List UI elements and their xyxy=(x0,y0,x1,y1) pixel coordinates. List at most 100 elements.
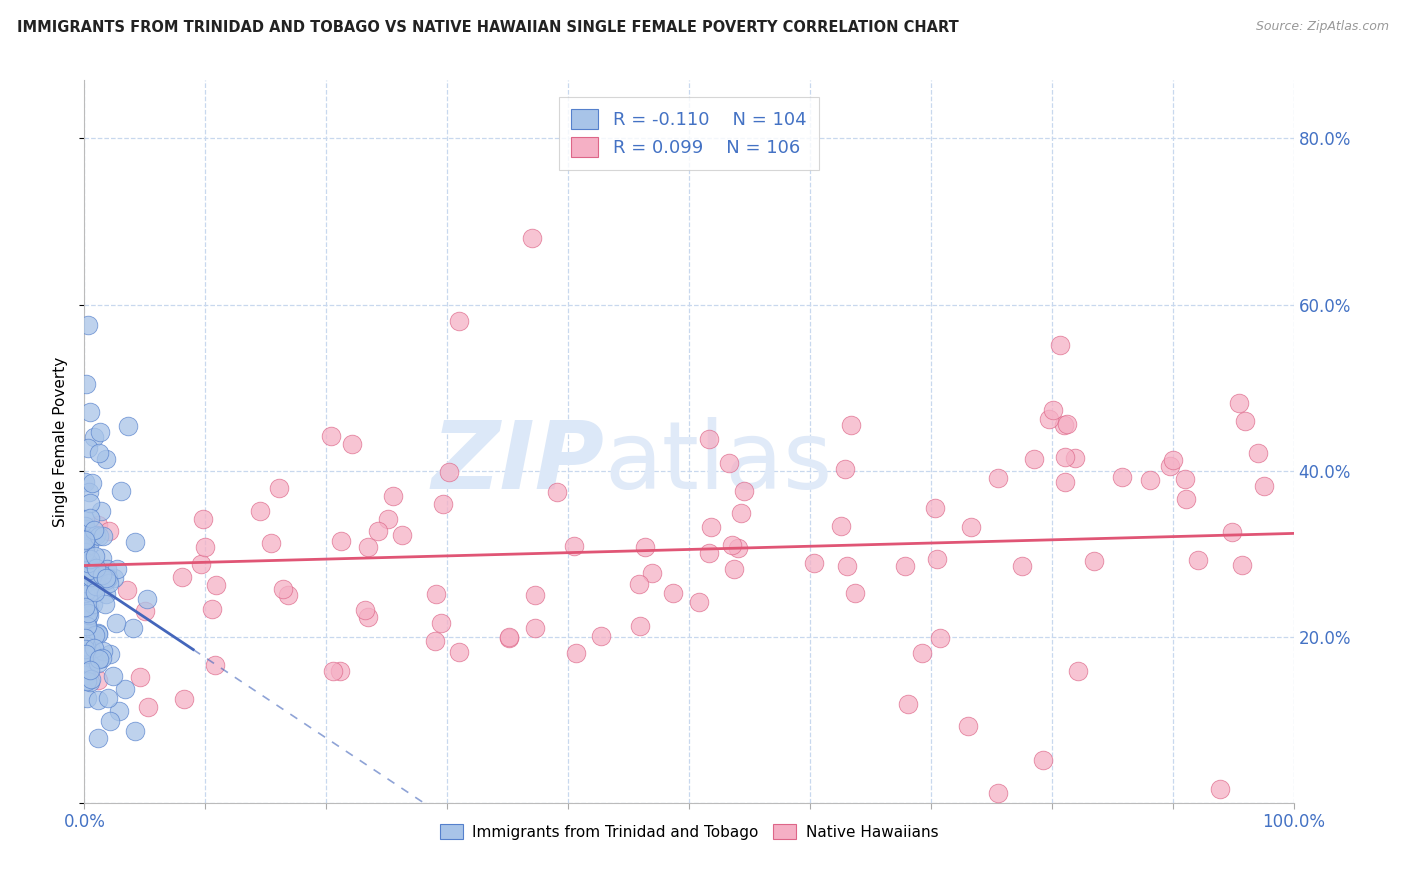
Point xyxy=(91,650,114,665)
Point xyxy=(449,314,471,328)
Point xyxy=(73,631,96,645)
Point xyxy=(1187,553,1209,567)
Point xyxy=(430,615,453,630)
Point xyxy=(75,668,97,682)
Point xyxy=(1032,753,1054,767)
Point xyxy=(205,578,228,592)
Point xyxy=(83,573,105,587)
Point xyxy=(727,541,749,556)
Point xyxy=(87,693,110,707)
Point xyxy=(271,582,294,597)
Point xyxy=(73,573,96,587)
Point xyxy=(136,592,159,607)
Point xyxy=(1049,338,1071,352)
Point xyxy=(94,573,117,587)
Point xyxy=(83,653,105,667)
Point xyxy=(84,584,107,599)
Point xyxy=(1159,458,1181,473)
Point xyxy=(1024,452,1046,467)
Point xyxy=(76,641,98,656)
Point xyxy=(356,541,378,555)
Point xyxy=(79,585,101,599)
Point xyxy=(194,541,217,555)
Point xyxy=(97,691,120,706)
Point xyxy=(1052,418,1074,433)
Point xyxy=(1247,446,1270,460)
Point xyxy=(94,587,117,601)
Point xyxy=(103,668,125,682)
Point xyxy=(1220,524,1243,539)
Point xyxy=(77,484,100,499)
Point xyxy=(354,603,377,617)
Point xyxy=(136,700,159,714)
Point xyxy=(718,456,741,470)
Point xyxy=(76,619,98,633)
Point xyxy=(80,566,103,581)
Point xyxy=(839,418,862,433)
Point xyxy=(87,529,110,543)
Point xyxy=(75,532,97,546)
Point xyxy=(75,377,97,392)
Point xyxy=(340,437,363,451)
Point xyxy=(79,657,101,671)
Point xyxy=(87,673,110,687)
Point xyxy=(911,646,934,660)
Point xyxy=(425,586,447,600)
Point xyxy=(423,634,446,648)
Y-axis label: Single Female Poverty: Single Female Poverty xyxy=(52,357,67,526)
Point xyxy=(191,512,214,526)
Point xyxy=(894,558,917,573)
Point xyxy=(98,524,121,538)
Point xyxy=(77,538,100,552)
Point xyxy=(564,646,586,660)
Point xyxy=(1174,491,1197,506)
Point xyxy=(204,657,226,672)
Point xyxy=(128,669,150,683)
Point xyxy=(83,641,105,656)
Point xyxy=(97,570,120,584)
Legend: Immigrants from Trinidad and Tobago, Native Hawaiians: Immigrants from Trinidad and Tobago, Nat… xyxy=(433,818,945,846)
Point xyxy=(87,446,110,460)
Point xyxy=(73,475,96,490)
Point xyxy=(86,567,108,582)
Point xyxy=(80,643,103,657)
Point xyxy=(79,560,101,574)
Point xyxy=(90,503,112,517)
Point xyxy=(76,613,98,627)
Point xyxy=(76,690,98,705)
Point xyxy=(79,511,101,525)
Point xyxy=(82,475,104,490)
Point xyxy=(1234,414,1257,428)
Point xyxy=(84,628,107,642)
Point xyxy=(86,627,108,641)
Point xyxy=(79,663,101,677)
Point xyxy=(987,470,1010,484)
Point xyxy=(730,506,752,520)
Point xyxy=(498,632,520,646)
Point xyxy=(249,504,271,518)
Point xyxy=(76,607,98,621)
Point xyxy=(91,643,114,657)
Point xyxy=(73,586,96,600)
Point xyxy=(1063,450,1085,465)
Point xyxy=(134,603,156,617)
Point xyxy=(927,552,949,566)
Point xyxy=(170,570,193,584)
Point xyxy=(75,575,97,590)
Point xyxy=(1054,450,1077,464)
Point xyxy=(562,539,585,553)
Point xyxy=(201,602,224,616)
Point xyxy=(897,697,920,711)
Point xyxy=(524,588,547,602)
Point xyxy=(329,534,352,549)
Point xyxy=(524,621,547,635)
Point xyxy=(84,566,107,581)
Point xyxy=(1230,558,1253,572)
Point xyxy=(1053,475,1076,490)
Point xyxy=(80,673,103,687)
Point xyxy=(835,559,858,574)
Point xyxy=(76,611,98,625)
Point xyxy=(319,428,342,442)
Point xyxy=(662,586,685,600)
Point xyxy=(628,618,651,632)
